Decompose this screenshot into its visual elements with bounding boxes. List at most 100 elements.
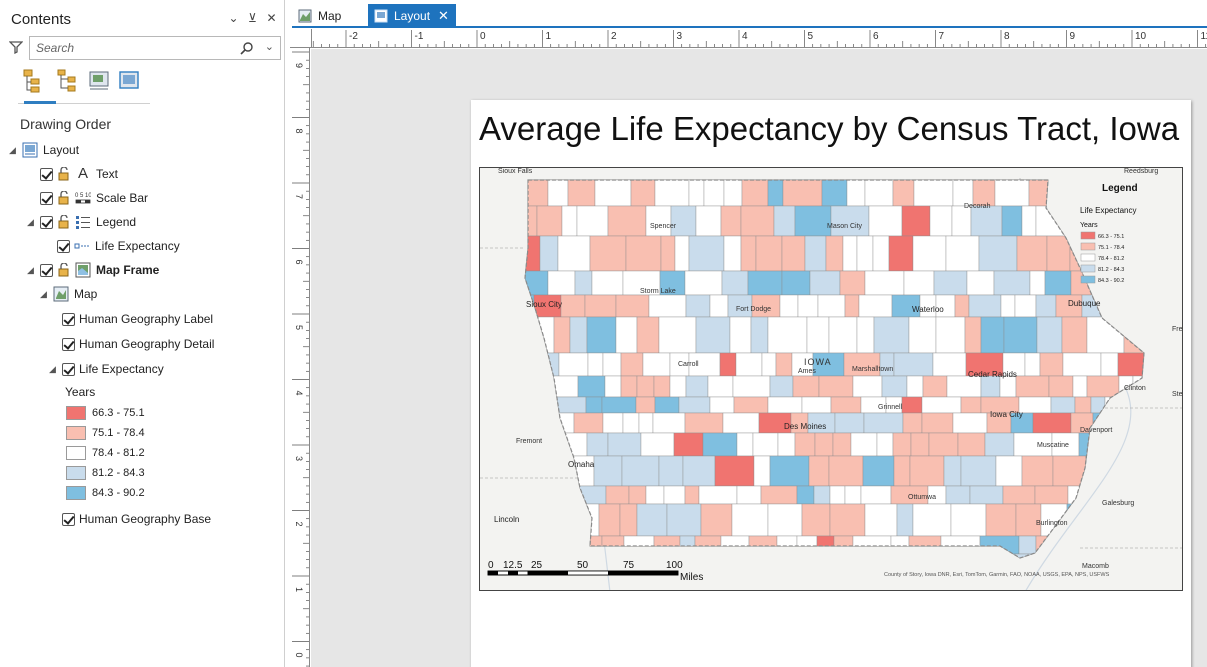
ruler-label: 7 [939,31,945,42]
census-tract [950,503,987,537]
tab-map[interactable]: Map [292,4,362,27]
list-by-source-tab[interactable] [56,68,82,98]
census-tract [547,270,576,296]
visibility-checkbox[interactable] [62,512,75,526]
vertical-ruler[interactable]: 9 8 7 6 5 4 3 2 1 0 [290,48,310,667]
symbol-class-4[interactable]: 81.2 - 84.3 [66,465,145,481]
ruler-ticks: 9 8 7 6 5 4 3 2 1 0 [292,51,309,667]
census-tract [740,235,757,272]
legend-swatch [1080,242,1096,251]
symbol-swatch[interactable] [66,466,86,480]
census-tract [893,352,934,377]
tree-item-legend-life-expectancy[interactable]: Life Expectancy [57,236,180,256]
tree-item-map-frame[interactable]: ◢ Map Frame [27,260,159,280]
symbol-swatch[interactable] [66,426,86,440]
search-box[interactable]: ⌄ [29,36,281,60]
visibility-checkbox[interactable] [40,191,53,205]
census-tract [966,270,995,296]
census-tract [586,316,617,354]
symbol-class-3[interactable]: 78.4 - 81.2 [66,445,145,461]
city-label: Omaha [568,460,595,469]
tree-item-human-geography-detail[interactable]: Human Geography Detail [62,334,214,354]
expand-arrow-icon[interactable]: ◢ [40,288,47,299]
census-tract [654,180,690,207]
tab-layout[interactable]: Layout ✕ [368,4,456,27]
symbol-class-2[interactable]: 75.1 - 78.4 [66,425,145,441]
list-by-drawing-order-tab[interactable] [22,68,56,104]
census-tract [872,235,890,272]
census-tract [602,412,624,434]
horizontal-ruler[interactable]: -2 -1 0 1 2 3 4 5 6 7 8 9 10 11 [312,29,1207,48]
visibility-checkbox[interactable] [62,337,75,351]
symbol-swatch[interactable] [66,406,86,420]
visibility-checkbox[interactable] [40,215,53,229]
tree-item-layout[interactable]: ◢ Layout [9,140,79,160]
tree-item-human-geography-label[interactable]: Human Geography Label [62,309,213,329]
visibility-checkbox[interactable] [62,312,75,326]
census-tract [601,396,637,414]
census-tract [980,316,1005,354]
close-icon[interactable]: ✕ [266,11,277,25]
census-tract [856,235,874,272]
tree-item-scale-bar[interactable]: 0 5 10 Scale Bar [40,188,148,208]
symbol-class-1[interactable]: 66.3 - 75.1 [66,405,145,421]
map-icon [298,9,312,22]
ruler-label: 0 [480,31,486,42]
search-input[interactable] [36,40,232,56]
census-tract [808,455,830,487]
census-tract [1021,205,1037,237]
census-tract [547,180,569,207]
chevron-down-icon[interactable]: ⌄ [264,41,274,53]
expand-arrow-icon[interactable]: ◢ [9,144,16,155]
census-tract [636,503,668,537]
search-icon[interactable] [240,41,254,55]
census-tract [695,205,722,237]
census-tract [968,294,1002,318]
city-label: Fre [1172,326,1183,333]
city-label: Dubuque [1068,299,1101,308]
city-label: Fort Dodge [736,306,771,313]
expand-arrow-icon[interactable]: ◢ [49,363,56,374]
tree-item-human-geography-base[interactable]: Human Geography Base [62,509,211,529]
map-frame[interactable]: Sioux Falls Reedsburg Spencer Mason City… [479,167,1183,591]
legend-icon [76,216,90,229]
visibility-checkbox[interactable] [40,167,53,181]
expand-arrow-icon[interactable]: ◢ [27,216,34,227]
pane-options-icon[interactable]: ⌄ [228,11,239,25]
symbol-class-5[interactable]: 84.3 - 90.2 [66,485,145,501]
layout-title-text[interactable]: Average Life Expectancy by Census Tract,… [479,110,1180,147]
tree-item-life-expectancy[interactable]: ◢ Life Expectancy [49,359,164,379]
census-tract [1015,503,1042,537]
census-tract [860,485,892,505]
census-tract [720,205,742,237]
lock-icon[interactable] [57,191,71,205]
lock-icon[interactable] [57,263,71,277]
list-by-selection-tab[interactable] [88,68,114,98]
pin-icon[interactable]: ⊻ [248,11,257,25]
lock-icon[interactable] [57,215,71,229]
layout-icon [22,142,38,158]
census-tract [698,485,738,505]
filter-icon[interactable] [9,40,23,54]
tree-item-map[interactable]: ◢ Map [40,284,97,304]
visibility-checkbox[interactable] [40,263,53,277]
tree-item-text[interactable]: A Text [40,164,118,184]
legend-label: 84.3 - 90.2 [1098,278,1124,284]
layout-page[interactable]: Average Life Expectancy by Census Tract,… [471,100,1191,667]
close-tab-icon[interactable]: ✕ [438,7,449,23]
visibility-checkbox[interactable] [62,362,75,376]
symbol-swatch[interactable] [66,446,86,460]
lock-icon[interactable] [57,167,71,181]
census-tract [682,455,716,487]
symbol-swatch[interactable] [66,486,86,500]
census-tract [1002,485,1036,505]
census-tract [536,205,563,237]
census-tract [858,294,893,318]
layout-canvas[interactable]: Average Life Expectancy by Census Tract,… [311,49,1207,667]
tree-item-legend[interactable]: ◢ Legend [27,212,136,232]
visibility-checkbox[interactable] [57,239,70,253]
list-by-editing-tab[interactable] [118,68,144,98]
expand-arrow-icon[interactable]: ◢ [27,264,34,275]
census-tract [622,412,640,434]
city-label: Waterloo [912,305,944,314]
